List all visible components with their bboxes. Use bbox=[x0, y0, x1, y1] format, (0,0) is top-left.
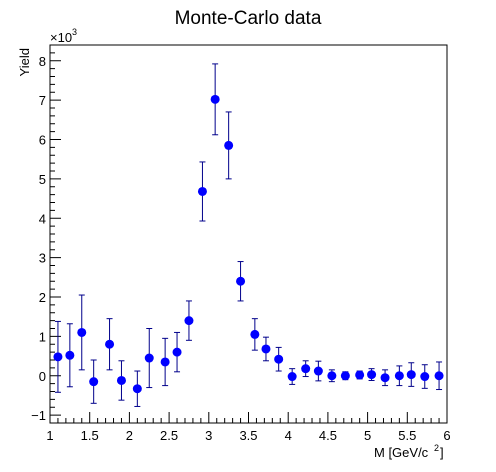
data-point bbox=[116, 360, 126, 401]
data-point bbox=[287, 368, 297, 385]
y-tick-label: 3 bbox=[39, 251, 46, 266]
y-tick-label: −1 bbox=[31, 408, 46, 423]
data-marker bbox=[197, 186, 207, 196]
data-point bbox=[327, 369, 337, 383]
data-marker bbox=[313, 366, 323, 376]
x-tick-label: 3.5 bbox=[239, 428, 257, 443]
data-point bbox=[274, 346, 284, 372]
data-marker bbox=[224, 140, 234, 150]
y-tick-label: 0 bbox=[39, 369, 46, 384]
data-point bbox=[172, 331, 182, 373]
data-point bbox=[313, 360, 323, 382]
data-point bbox=[210, 63, 220, 136]
data-point bbox=[406, 362, 416, 387]
data-point bbox=[420, 364, 430, 389]
data-point bbox=[355, 370, 365, 380]
data-marker bbox=[172, 347, 182, 357]
data-marker bbox=[65, 350, 75, 360]
data-marker bbox=[380, 373, 390, 383]
data-point bbox=[261, 336, 271, 362]
y-multiplier-exponent: 3 bbox=[72, 27, 77, 37]
y-tick-label: 4 bbox=[39, 211, 46, 226]
x-axis-label-main: M [GeV/c bbox=[374, 445, 429, 460]
data-marker bbox=[287, 372, 297, 382]
data-marker bbox=[105, 339, 115, 349]
data-marker bbox=[434, 371, 444, 381]
x-axis-label-end: ] bbox=[440, 445, 444, 460]
y-tick-label: 7 bbox=[39, 93, 46, 108]
data-point bbox=[197, 161, 207, 222]
x-tick-label: 6 bbox=[443, 428, 450, 443]
data-marker bbox=[406, 370, 416, 380]
data-point bbox=[89, 359, 99, 404]
data-marker bbox=[327, 371, 337, 381]
data-marker bbox=[250, 329, 260, 339]
x-axis-label: M [GeV/c 2 ] bbox=[374, 443, 444, 460]
x-tick-label: 3 bbox=[205, 428, 212, 443]
data-marker bbox=[367, 370, 377, 380]
x-tick-label: 4.5 bbox=[319, 428, 337, 443]
data-marker bbox=[53, 352, 63, 362]
data-series bbox=[53, 63, 444, 407]
y-tick-label: 8 bbox=[39, 54, 46, 69]
data-point bbox=[160, 337, 170, 387]
x-tick-label: 5.5 bbox=[398, 428, 416, 443]
data-marker bbox=[394, 371, 404, 381]
data-marker bbox=[132, 384, 142, 394]
data-point bbox=[53, 320, 63, 393]
y-axis-label: Yield bbox=[17, 48, 32, 76]
data-point bbox=[394, 365, 404, 387]
x-tick-label: 1 bbox=[46, 428, 53, 443]
data-point bbox=[367, 368, 377, 381]
data-point bbox=[224, 111, 234, 180]
data-marker bbox=[340, 371, 350, 381]
y-tick-label: 1 bbox=[39, 329, 46, 344]
data-marker bbox=[420, 372, 430, 382]
data-point bbox=[250, 318, 260, 351]
y-tick-label: 5 bbox=[39, 172, 46, 187]
x-tick-label: 1.5 bbox=[81, 428, 99, 443]
x-tick-label: 5 bbox=[364, 428, 371, 443]
data-point bbox=[236, 261, 246, 302]
x-tick-label: 2 bbox=[126, 428, 133, 443]
y-tick-label: 2 bbox=[39, 290, 46, 305]
data-marker bbox=[274, 354, 284, 364]
data-marker bbox=[89, 377, 99, 387]
data-marker bbox=[301, 364, 311, 374]
data-marker bbox=[160, 357, 170, 367]
y-axis: −1 0 1 2 3 4 5 6 7 8 bbox=[31, 44, 61, 424]
x-axis: 1 1.5 2 2.5 3 3.5 4 4.5 5 5.5 6 bbox=[46, 412, 451, 443]
data-marker bbox=[355, 370, 365, 380]
data-point bbox=[132, 370, 142, 407]
data-point bbox=[105, 318, 115, 371]
data-marker bbox=[236, 276, 246, 286]
data-point bbox=[144, 328, 154, 389]
data-marker bbox=[210, 94, 220, 104]
data-point bbox=[77, 294, 87, 371]
data-marker bbox=[116, 375, 126, 385]
x-axis-label-superscript: 2 bbox=[434, 443, 439, 453]
data-point bbox=[65, 323, 75, 388]
data-point bbox=[434, 361, 444, 391]
data-marker bbox=[144, 353, 154, 363]
data-marker bbox=[184, 316, 194, 326]
data-marker bbox=[77, 327, 87, 337]
chart-title: Monte-Carlo data bbox=[175, 8, 322, 29]
data-point bbox=[301, 360, 311, 378]
y-multiplier-base: ×10 bbox=[50, 30, 72, 45]
data-point bbox=[380, 369, 390, 387]
data-point bbox=[340, 371, 350, 381]
x-tick-label: 2.5 bbox=[160, 428, 178, 443]
data-marker bbox=[261, 344, 271, 354]
y-tick-label: 6 bbox=[39, 133, 46, 148]
y-multiplier: ×10 3 bbox=[50, 27, 77, 45]
x-tick-label: 4 bbox=[285, 428, 292, 443]
data-point bbox=[184, 300, 194, 341]
